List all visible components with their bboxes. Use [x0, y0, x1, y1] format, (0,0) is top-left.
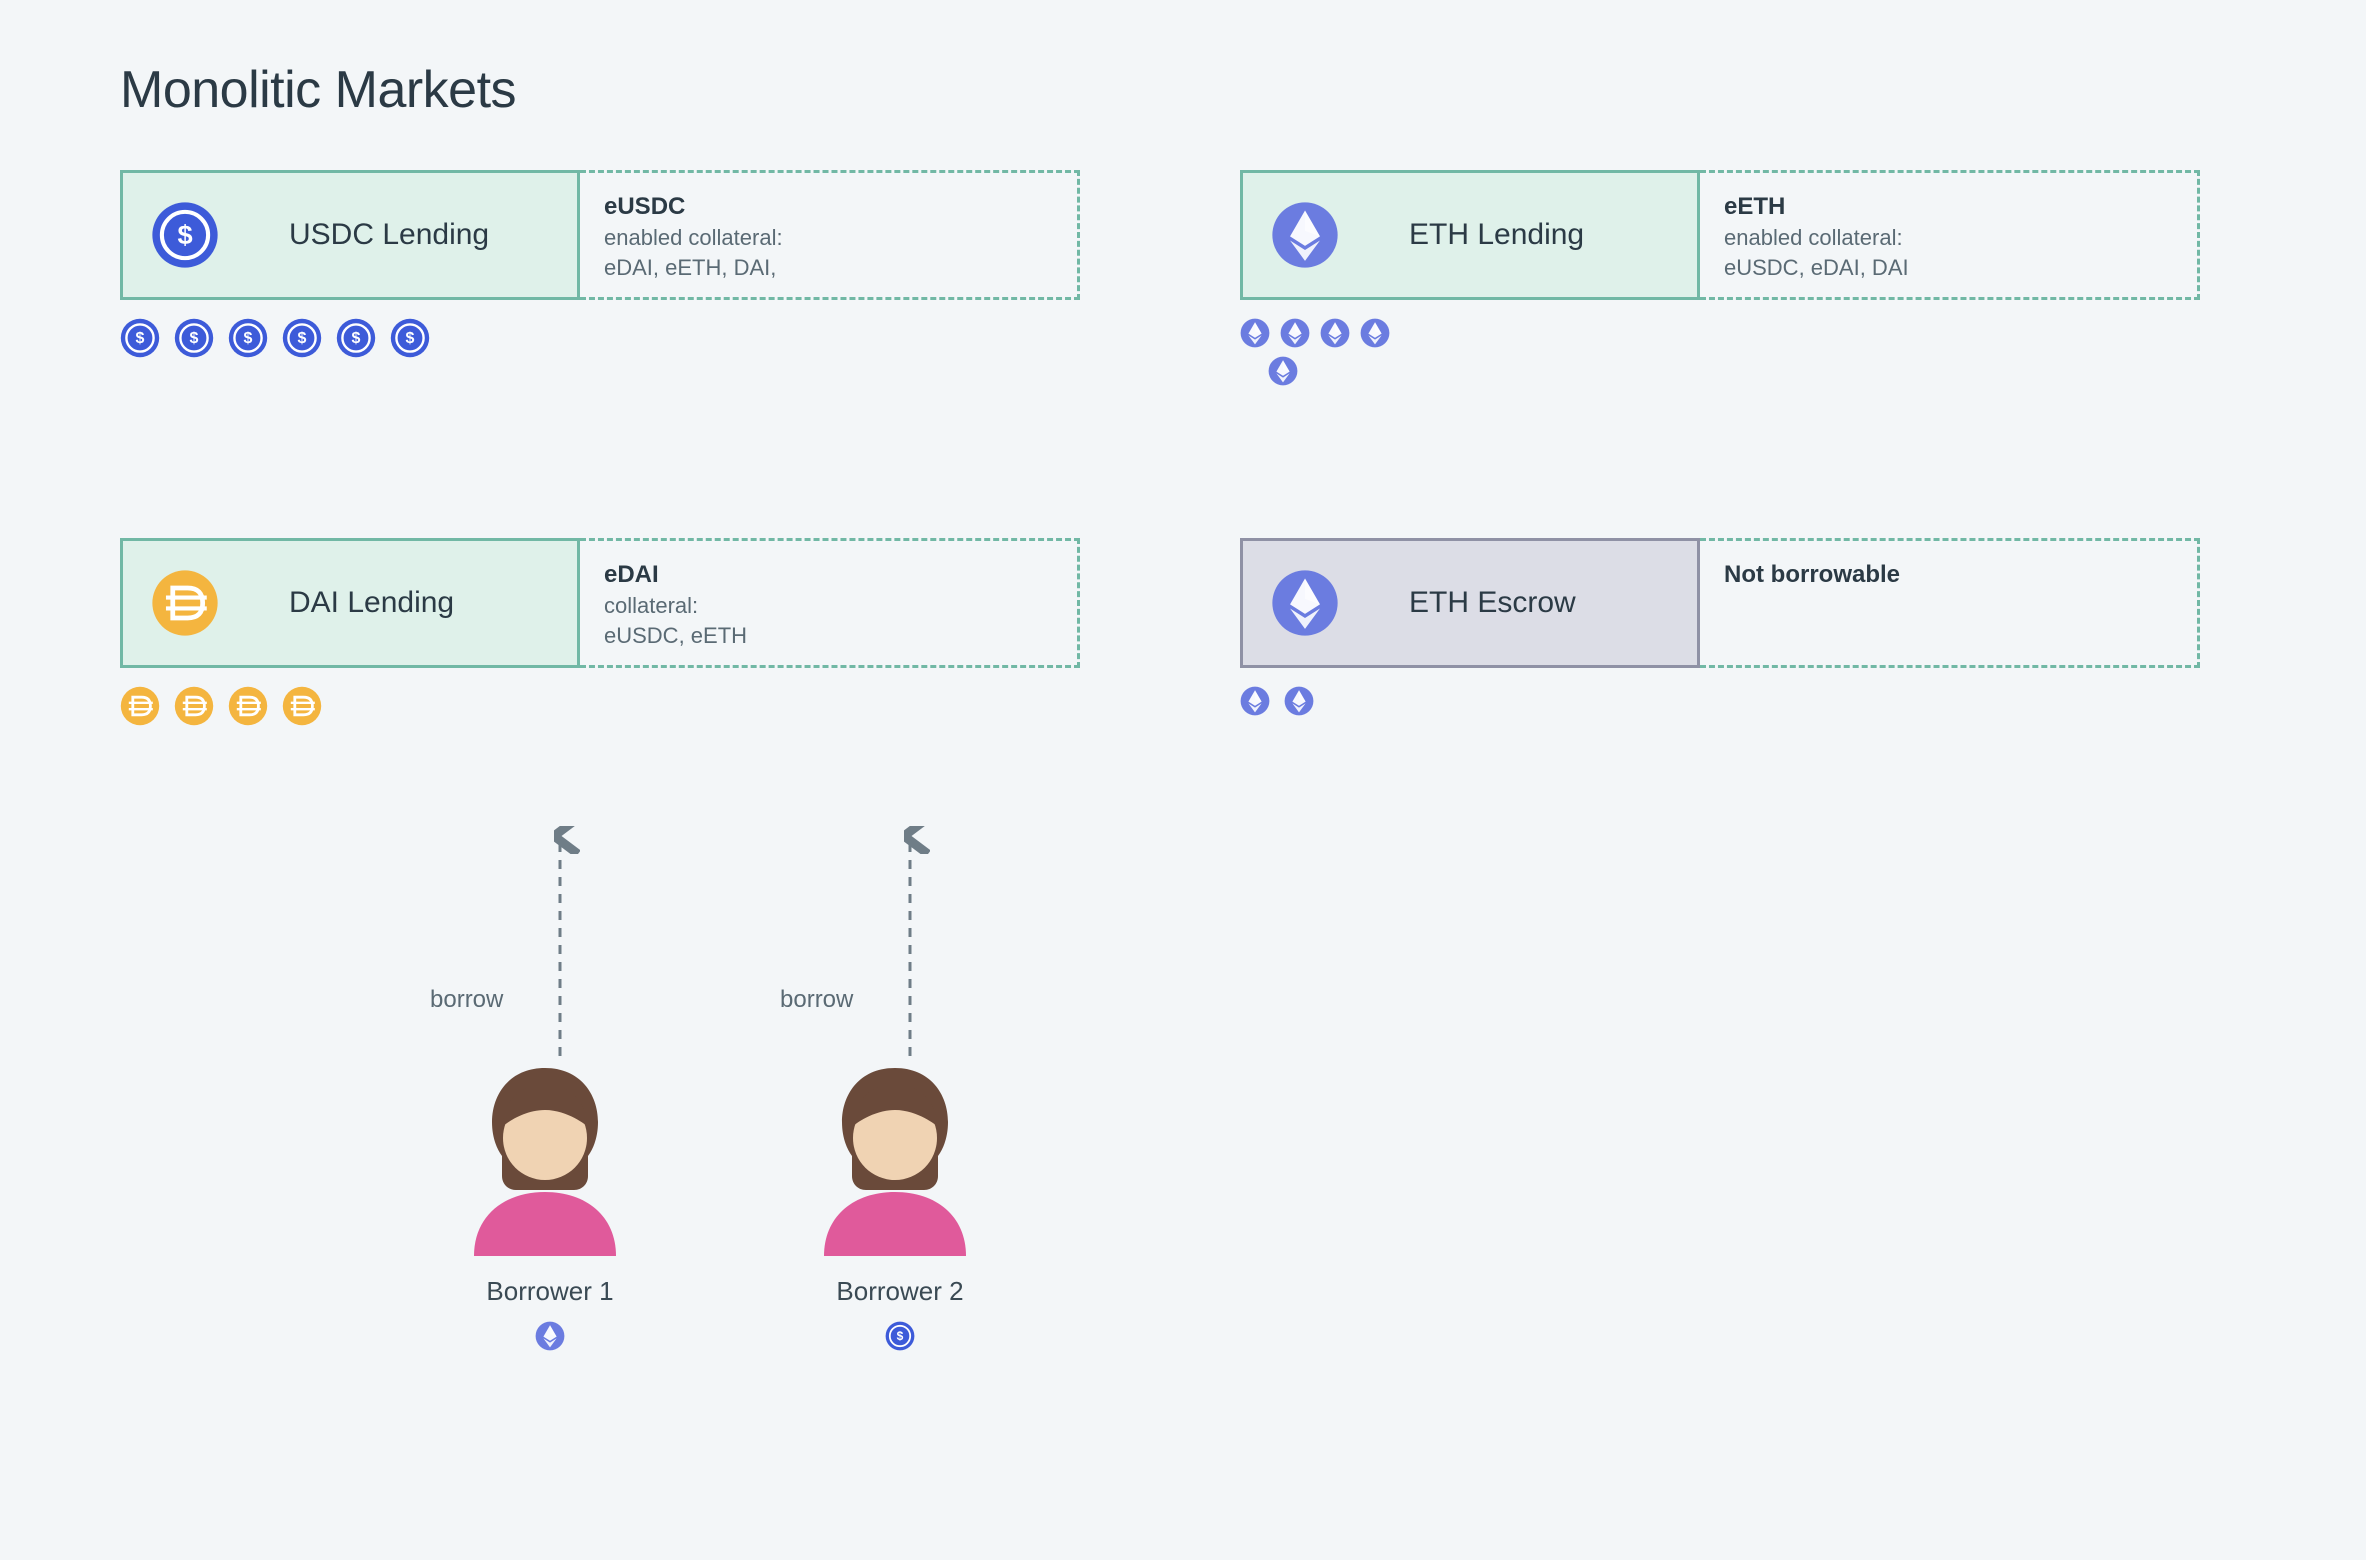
- borrow-arrow-2-label: borrow: [780, 986, 853, 1014]
- usdc-icon: $: [390, 318, 430, 358]
- market-usdc-collateral-panel: eUSDC enabled collateral: eDAI, eETH, DA…: [580, 170, 1080, 300]
- market-row-2: DAI Lending eDAI collateral: eUSDC, eETH: [120, 538, 2246, 1376]
- eth-icon: [1240, 318, 1270, 348]
- usdc-icon: $: [120, 318, 160, 358]
- usdc-icon: $: [228, 318, 268, 358]
- eth-icon: [535, 1321, 565, 1351]
- market-eth-collateral-panel: eETH enabled collateral: eUSDC, eDAI, DA…: [1700, 170, 2200, 300]
- usdc-icon: $: [174, 318, 214, 358]
- market-usdc-label: USDC Lending: [289, 218, 489, 252]
- borrower-2-token: $: [800, 1321, 1000, 1351]
- market-dai-detail-value: eUSDC, eETH: [604, 621, 1053, 651]
- svg-text:$: $: [136, 330, 145, 347]
- svg-text:$: $: [352, 330, 361, 347]
- market-usdc-detail-label: enabled collateral:: [604, 223, 1053, 253]
- borrow-arrow-1: [540, 826, 580, 1056]
- market-dai-tokens: [120, 686, 1080, 726]
- market-eth-tokens: [1240, 318, 2200, 348]
- market-eth-etoken: eETH: [1724, 191, 2173, 223]
- market-usdc: $ USDC Lending eUSDC enabled collateral:…: [120, 170, 1080, 358]
- borrower-1: Borrower 1: [450, 1056, 650, 1351]
- eth-icon: [1268, 356, 1298, 386]
- market-dai-etoken: eDAI: [604, 559, 1053, 591]
- usdc-icon: $: [885, 1321, 915, 1351]
- eth-icon: [1284, 686, 1314, 716]
- market-eth-box: ETH Lending: [1240, 170, 1700, 300]
- svg-text:$: $: [298, 330, 307, 347]
- market-dai-label: DAI Lending: [289, 586, 454, 620]
- svg-text:$: $: [897, 1329, 904, 1343]
- market-dai-box: DAI Lending: [120, 538, 580, 668]
- market-eth-label: ETH Lending: [1409, 218, 1584, 252]
- borrower-1-token: [450, 1321, 650, 1351]
- dai-icon: [228, 686, 268, 726]
- svg-text:$: $: [406, 330, 415, 347]
- usdc-icon: $: [336, 318, 376, 358]
- market-row-1: $ USDC Lending eUSDC enabled collateral:…: [120, 170, 2246, 358]
- market-escrow-tokens: [1240, 686, 2200, 716]
- person-icon: [800, 1056, 1000, 1256]
- eth-icon: [1360, 318, 1390, 348]
- market-usdc-etoken: eUSDC: [604, 191, 1053, 223]
- eth-icon: [1271, 201, 1339, 269]
- svg-text:$: $: [190, 330, 199, 347]
- market-dai: DAI Lending eDAI collateral: eUSDC, eETH: [120, 538, 1080, 1376]
- borrower-1-name: Borrower 1: [450, 1276, 650, 1307]
- usdc-icon: $: [282, 318, 322, 358]
- market-usdc-detail-value: eDAI, eETH, DAI,: [604, 253, 1053, 283]
- person-icon: [450, 1056, 650, 1256]
- svg-text:$: $: [244, 330, 253, 347]
- borrow-arrow-1-label: borrow: [430, 986, 503, 1014]
- market-escrow-box: ETH Escrow: [1240, 538, 1700, 668]
- market-escrow-label: ETH Escrow: [1409, 586, 1576, 620]
- eth-icon: [1320, 318, 1350, 348]
- eth-icon: [1240, 686, 1270, 716]
- dai-icon: [151, 569, 219, 637]
- market-eth-detail-value: eUSDC, eDAI, DAI: [1724, 253, 2173, 283]
- dai-icon: [174, 686, 214, 726]
- borrower-2: Borrower 2 $: [800, 1056, 1000, 1351]
- eth-icon: [1280, 318, 1310, 348]
- page-title: Monolitic Markets: [120, 60, 2246, 120]
- borrower-stage: borrow borrow Borrower 1: [120, 856, 1080, 1376]
- market-escrow-collateral-panel: Not borrowable: [1700, 538, 2200, 668]
- eth-icon: [1271, 569, 1339, 637]
- svg-text:$: $: [177, 219, 192, 250]
- market-eth: ETH Lending eETH enabled collateral: eUS…: [1240, 170, 2200, 358]
- market-usdc-tokens: $ $ $ $ $ $: [120, 318, 1080, 358]
- market-escrow-etoken: Not borrowable: [1724, 559, 2173, 591]
- market-escrow: ETH Escrow Not borrowable: [1240, 538, 2200, 1376]
- dai-icon: [282, 686, 322, 726]
- usdc-icon: $: [151, 201, 219, 269]
- borrower-2-name: Borrower 2: [800, 1276, 1000, 1307]
- dai-icon: [120, 686, 160, 726]
- market-dai-detail-label: collateral:: [604, 591, 1053, 621]
- borrow-arrow-2: [890, 826, 930, 1056]
- market-eth-detail-label: enabled collateral:: [1724, 223, 2173, 253]
- market-dai-collateral-panel: eDAI collateral: eUSDC, eETH: [580, 538, 1080, 668]
- market-usdc-box: $ USDC Lending: [120, 170, 580, 300]
